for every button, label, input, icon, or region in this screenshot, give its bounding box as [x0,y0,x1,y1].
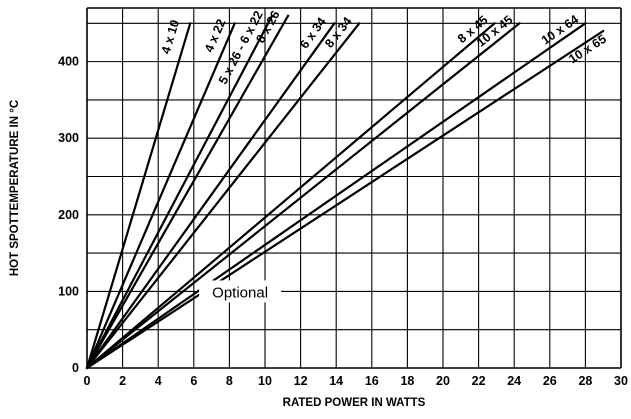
x-tick-label: 4 [155,374,162,388]
x-tick-label: 8 [226,374,233,388]
annotation-background [199,280,282,303]
x-tick-label: 10 [258,374,272,388]
x-tick-label: 22 [472,374,486,388]
series-line-1 [85,22,236,370]
series-line-3 [85,14,290,370]
annotation: Optional [199,280,282,303]
series-labels: 4 x 10 4 x 225 x 26 - 6 x 228 x 26 6 x 348… [159,8,609,86]
x-tick-label: 6 [190,374,197,388]
y-tick-label: 300 [58,131,79,145]
annotation-label: Optional [212,284,268,301]
x-axis-title: RATED POWER IN WATTS [283,397,426,409]
x-tick-label: 30 [614,374,628,388]
x-tick-label: 28 [578,374,592,388]
series-line-9 [85,29,605,370]
y-tick-label: 0 [72,361,79,375]
series-line-0 [85,22,192,370]
x-tick-label: 2 [119,374,126,388]
x-tick-label: 14 [329,374,343,388]
y-tick-label: 400 [58,55,79,69]
x-tick-label: 16 [365,374,379,388]
y-axis-title: HOT SPOTTEMPERATURE IN °C [9,100,21,276]
x-tick-label: 12 [294,374,308,388]
series-line-2 [85,14,274,370]
series-line-7 [85,22,521,370]
x-tick-label: 24 [507,374,521,388]
series-lines [85,14,605,370]
series-label-4: 6 x 34 [297,15,329,51]
series-line-6 [85,22,496,370]
series-line-4 [85,22,336,370]
series-line-5 [85,22,361,370]
series-line-8 [85,22,587,370]
x-tick-label: 0 [84,374,91,388]
grid [86,7,622,369]
y-tick-label: 100 [58,284,79,298]
y-tick-label: 200 [58,208,79,222]
x-tick-label: 20 [436,374,450,388]
x-tick-label: 26 [543,374,557,388]
x-tick-label: 18 [400,374,414,388]
